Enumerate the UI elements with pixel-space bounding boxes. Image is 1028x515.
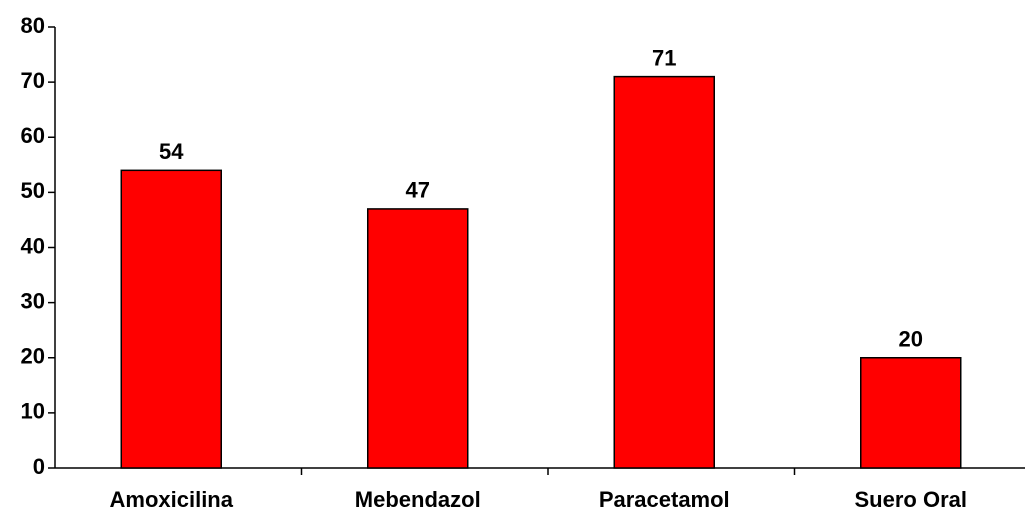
data-label: 71: [652, 45, 676, 70]
data-label: 47: [406, 178, 430, 203]
y-tick-label: 50: [21, 178, 45, 203]
x-tick-label: Mebendazol: [355, 487, 481, 512]
x-tick-label: Suero Oral: [855, 487, 967, 512]
y-tick-label: 70: [21, 68, 45, 93]
y-tick-label: 10: [21, 399, 45, 424]
bar: [120, 169, 222, 469]
y-tick-label: 20: [21, 344, 45, 369]
data-label: 20: [899, 327, 923, 352]
bar: [367, 208, 469, 469]
bar: [613, 75, 715, 469]
y-tick-label: 80: [21, 13, 45, 38]
x-tick-label: Paracetamol: [599, 487, 730, 512]
bar: [860, 357, 962, 469]
y-tick-label: 30: [21, 288, 45, 313]
data-label: 54: [159, 139, 184, 164]
y-tick-label: 0: [33, 454, 45, 479]
y-tick-label: 40: [21, 233, 45, 258]
y-tick-label: 60: [21, 123, 45, 148]
x-tick-label: Amoxicilina: [110, 487, 234, 512]
